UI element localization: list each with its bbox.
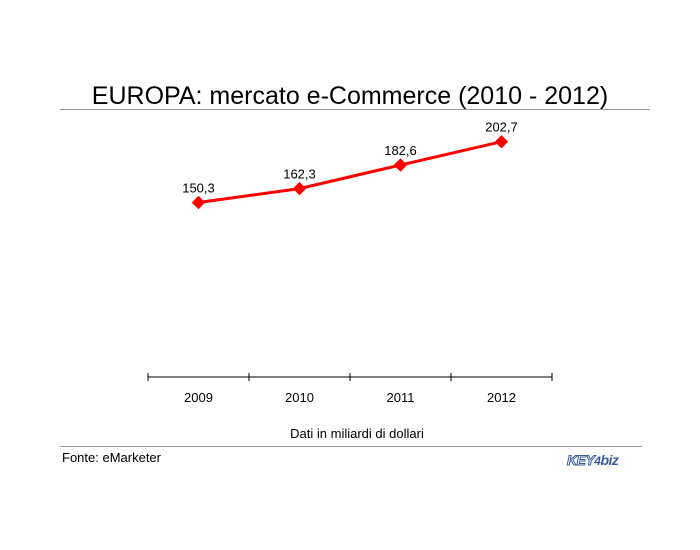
- data-label: 202,7: [485, 120, 518, 135]
- title-divider: [60, 109, 650, 110]
- data-label: 182,6: [384, 143, 417, 158]
- x-tick-label: 2010: [285, 390, 314, 405]
- data-point-marker: [191, 195, 206, 210]
- chart-title: EUROPA: mercato e-Commerce (2010 - 2012): [91, 82, 609, 110]
- series-layer: [191, 134, 509, 210]
- series-line: [198, 140, 502, 205]
- data-label: 150,3: [182, 181, 215, 196]
- data-label: 162,3: [283, 167, 316, 182]
- source-note: Fonte: eMarketer: [62, 450, 161, 465]
- x-tick-label: 2012: [487, 390, 516, 405]
- footer-divider: [60, 446, 642, 447]
- data-point-marker: [494, 134, 509, 149]
- data-labels: 150,3 162,3 182,6 202,7: [182, 120, 518, 196]
- data-point-marker: [393, 158, 408, 172]
- x-axis: 2009 2010 2011 2012: [147, 373, 553, 405]
- x-tick-label: 2011: [387, 390, 415, 405]
- x-tick-label: 2009: [184, 390, 213, 405]
- data-point-marker: [292, 181, 307, 196]
- x-axis-label: Dati in miliardi di dollari: [290, 426, 424, 441]
- key4biz-logo: KEY4biz: [566, 452, 619, 469]
